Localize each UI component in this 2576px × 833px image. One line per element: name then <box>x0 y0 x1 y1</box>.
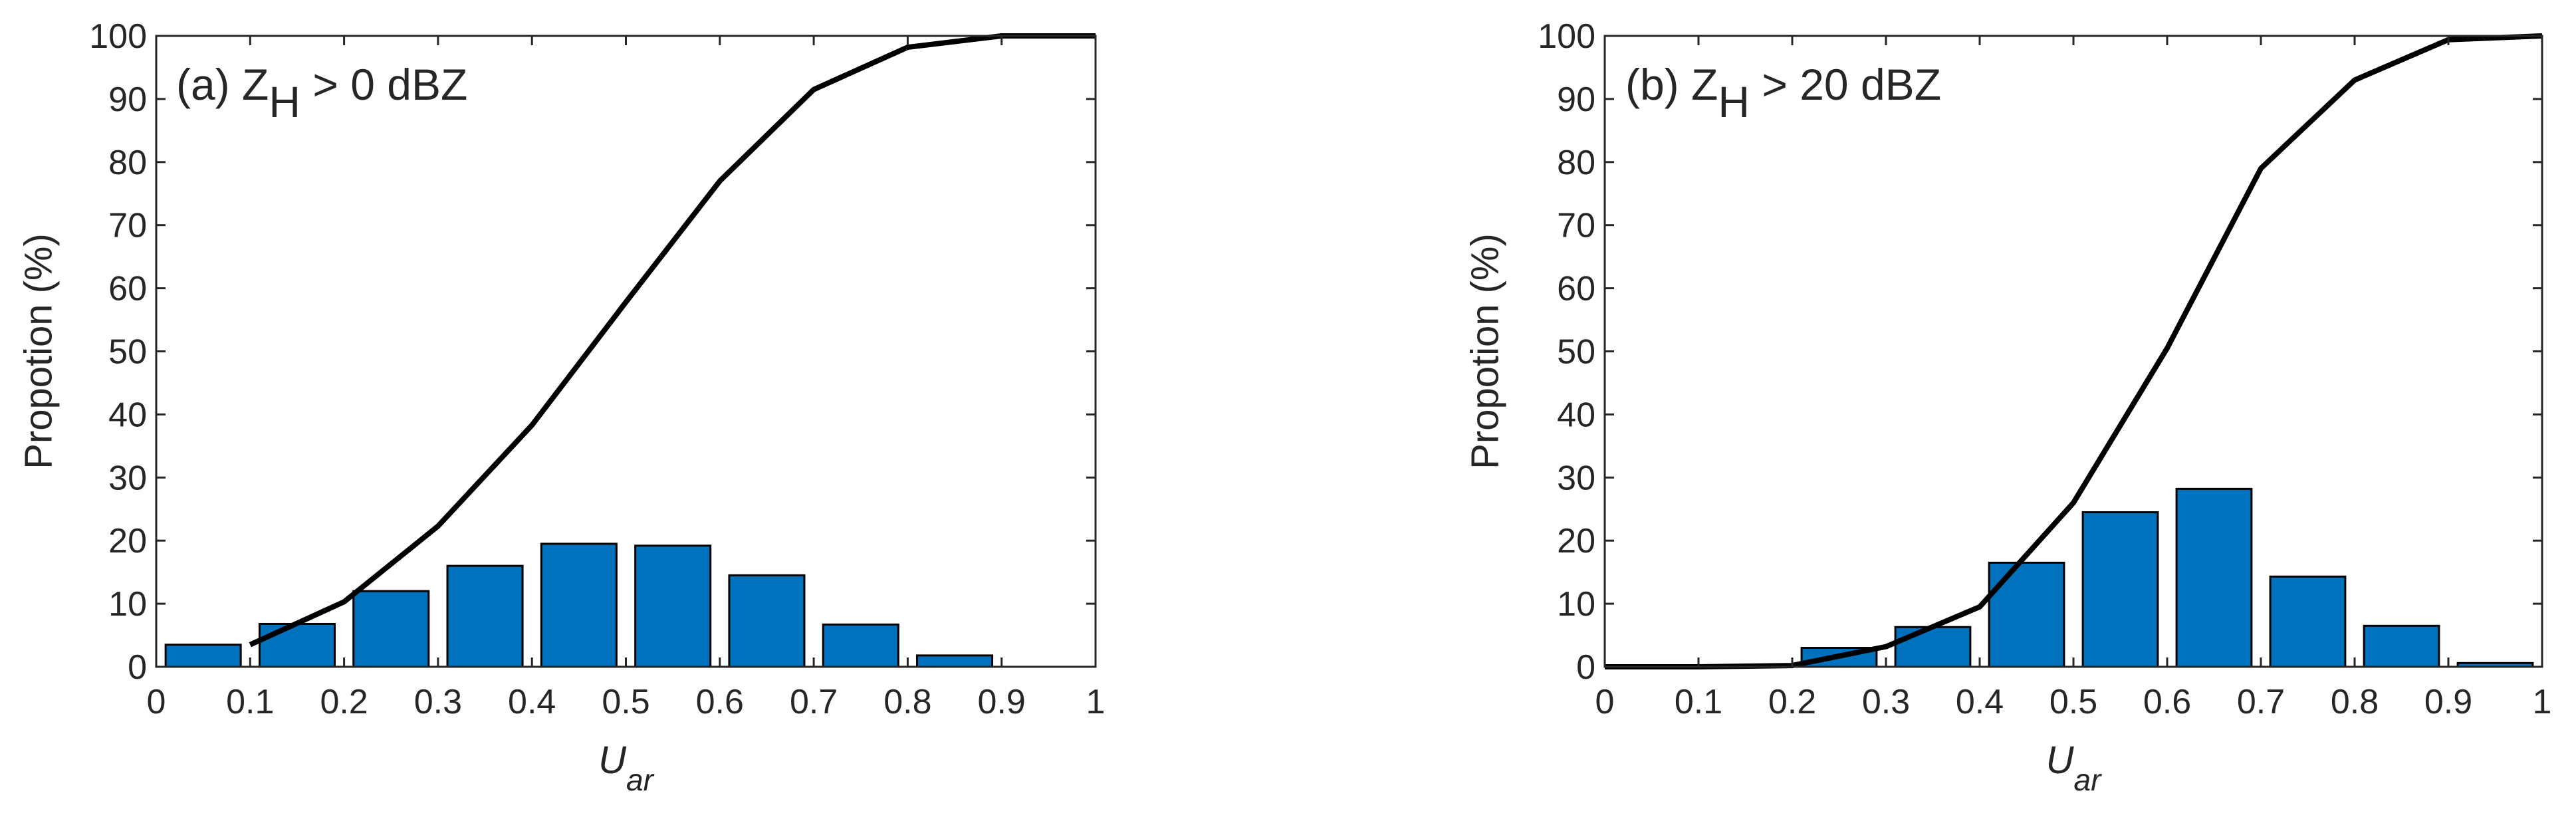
x-tick-label: 0.1 <box>1675 683 1722 721</box>
chart-panel: 0 10 20 30 40 50 60 70 80 90 100 0 0.1 0.2 0.3 0.4 0.5 0.… <box>17 17 1105 797</box>
x-axis-label: Uar <box>2046 739 2102 797</box>
bar <box>2269 575 2347 668</box>
axes-frame <box>1603 35 2543 668</box>
x-tick-label: 1 <box>1086 683 1106 721</box>
bar <box>822 623 899 668</box>
x-tick-label: 0.8 <box>2331 683 2379 721</box>
x-axis-label: Uar <box>598 739 654 797</box>
y-tick-label: 50 <box>108 333 147 372</box>
bar <box>352 590 430 668</box>
y-axis-label: Propotion (%) <box>1463 233 1506 469</box>
bar <box>2081 511 2159 668</box>
annotation-text: (a) Z <box>176 60 269 109</box>
x-label-subscript: ar <box>626 763 655 797</box>
y-tick-label: 30 <box>1557 459 1595 497</box>
bar <box>540 542 618 668</box>
y-tick-label: 70 <box>1557 207 1595 245</box>
x-tick-label: 0.9 <box>2424 683 2472 721</box>
x-tick-label: 0.7 <box>2237 683 2285 721</box>
y-tick-label: 20 <box>108 522 147 560</box>
annotation-subscript: H <box>269 77 300 126</box>
x-tick-label: 0.3 <box>414 683 462 721</box>
bar <box>728 574 806 668</box>
cumulative-line <box>1605 33 2543 669</box>
y-tick-label: 70 <box>108 207 147 245</box>
y-tick-label: 0 <box>1576 648 1595 687</box>
y-tick-label: 90 <box>1557 80 1595 119</box>
y-tick-label: 100 <box>89 17 147 56</box>
bar <box>2175 487 2253 668</box>
x-tick-label: 0.7 <box>790 683 838 721</box>
y-tick-label: 90 <box>108 80 147 119</box>
x-tick-label: 0.2 <box>1768 683 1816 721</box>
x-tick-label: 0.3 <box>1862 683 1910 721</box>
x-label-subscript: ar <box>2073 763 2102 797</box>
y-tick-label: 60 <box>1557 270 1595 308</box>
bar <box>446 564 524 668</box>
x-tick-label: 0.6 <box>696 683 744 721</box>
y-tick-label: 40 <box>108 396 147 434</box>
bar <box>1894 626 1972 668</box>
x-tick-label: 0.9 <box>978 683 1026 721</box>
y-tick-label: 100 <box>1538 17 1595 56</box>
annotation-subscript: H <box>1718 77 1750 126</box>
x-label-text: U <box>2046 739 2075 782</box>
x-tick-label: 0.5 <box>602 683 649 721</box>
x-label-text: U <box>598 739 627 782</box>
y-tick-label: 80 <box>108 144 147 182</box>
x-tick-label: 0.5 <box>2049 683 2097 721</box>
y-tick-label: 10 <box>1557 585 1595 624</box>
bar <box>1988 561 2065 668</box>
bar <box>164 644 242 668</box>
axes-frame <box>155 35 1097 668</box>
annotation-text: (b) Z <box>1625 60 1718 109</box>
x-tick-label: 0.2 <box>320 683 368 721</box>
y-axis-label: Propotion (%) <box>17 233 60 469</box>
x-tick-label: 0.1 <box>226 683 274 721</box>
chart-panel: 0 10 20 30 40 50 60 70 80 90 100 0 0.1 0.2 0.3 0.4 0.5 0.… <box>1463 17 2551 797</box>
x-tick-label: 0.8 <box>883 683 931 721</box>
y-tick-label: 80 <box>1557 144 1595 182</box>
annotation-suffix: > 0 dBZ <box>300 60 467 109</box>
x-tick-label: 0.6 <box>2143 683 2191 721</box>
x-tick-label: 0 <box>147 683 166 721</box>
bar <box>916 654 994 668</box>
x-tick-label: 0.4 <box>1956 683 2004 721</box>
x-tick-label: 0 <box>1595 683 1615 721</box>
y-tick-label: 40 <box>1557 396 1595 434</box>
y-tick-label: 30 <box>108 459 147 497</box>
y-tick-label: 50 <box>1557 333 1595 372</box>
y-tick-label: 10 <box>108 585 147 624</box>
annotation-suffix: > 20 dBZ <box>1750 60 1941 109</box>
y-tick-label: 60 <box>108 270 147 308</box>
y-tick-label: 20 <box>1557 522 1595 560</box>
bar <box>258 622 336 668</box>
cumulative-line <box>249 33 1096 648</box>
bar <box>2363 624 2440 668</box>
bar <box>634 544 712 668</box>
panel-annotation: (b) ZH > 20 dBZ <box>1625 60 1941 126</box>
x-tick-label: 1 <box>2533 683 2552 721</box>
x-tick-label: 0.4 <box>508 683 556 721</box>
y-tick-label: 0 <box>128 648 147 687</box>
panel-annotation: (a) ZH > 0 dBZ <box>176 60 467 126</box>
